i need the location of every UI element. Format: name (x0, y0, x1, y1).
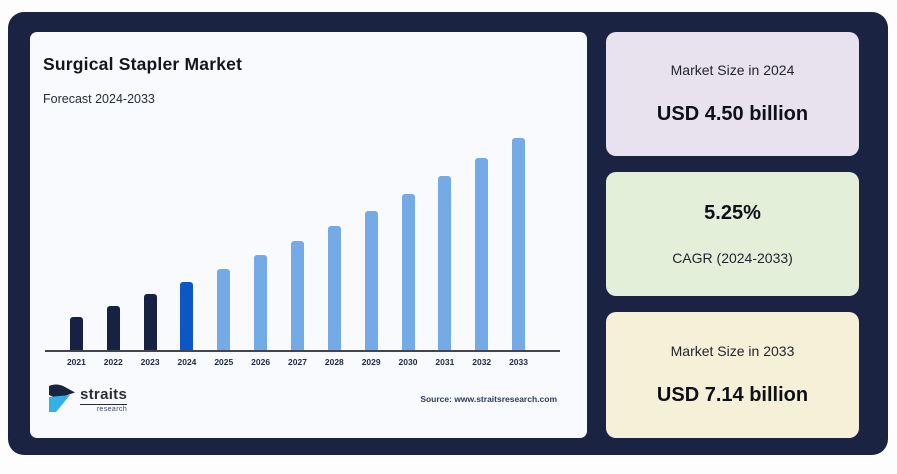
logo-sub-text: research (96, 405, 128, 413)
bar-rect-2022 (106, 306, 120, 350)
x-tick-label-2022: 2022 (103, 357, 123, 367)
x-tick-label-2028: 2028 (324, 357, 344, 367)
bar-rect-2028 (327, 226, 341, 350)
bar-rect-2032 (475, 158, 489, 350)
bar-2025 (205, 269, 242, 350)
x-tick-label-2033: 2033 (509, 357, 528, 367)
bar-2029 (353, 211, 390, 350)
bar-rect-2033 (512, 138, 526, 350)
infographic-frame: Surgical Stapler Market Forecast 2024-20… (8, 12, 888, 455)
bar-2026 (242, 255, 279, 350)
stat-label-2024: Market Size in 2024 (670, 62, 795, 78)
source-text: Source: www.straitsresearch.com (420, 394, 557, 404)
chart-x-axis-labels: 2021 2022 2023 2024 2025 2026 2027 2028 2029 2030… (45, 357, 560, 367)
x-tick-label-2021: 2021 (66, 357, 86, 367)
straits-research-bird-icon (47, 383, 77, 415)
bar-2022 (95, 306, 132, 350)
bar-2021 (58, 317, 95, 350)
bar-rect-2025 (217, 269, 231, 350)
stat-value-2033: USD 7.14 billion (656, 384, 809, 406)
stat-label-2033: Market Size in 2033 (670, 343, 795, 359)
bar-2031 (426, 176, 463, 350)
x-tick-label-2030: 2030 (398, 357, 418, 367)
logo-wordmark: straits research (80, 385, 128, 413)
stat-card-cagr: 5.25% CAGR (2024-2033) (606, 172, 859, 296)
x-tick-label-2029: 2029 (361, 357, 381, 367)
chart-plot-area (45, 135, 560, 350)
bar-chart (45, 135, 560, 352)
bar-2032 (463, 158, 500, 350)
bar-2024 (169, 282, 206, 350)
stat-card-market-size-2033: Market Size in 2033 USD 7.14 billion (606, 312, 859, 438)
bar-rect-2027 (290, 241, 304, 350)
stat-value-2024: USD 4.50 billion (656, 103, 809, 125)
bar-rect-2031 (438, 176, 452, 350)
x-tick-label-2023: 2023 (140, 357, 160, 367)
chart-card: Surgical Stapler Market Forecast 2024-20… (30, 32, 587, 438)
bar-2028 (316, 226, 353, 350)
stat-label-cagr: CAGR (2024-2033) (672, 250, 793, 266)
x-tick-label-2024: 2024 (177, 357, 197, 367)
stat-value-cagr: 5.25% (704, 202, 761, 224)
bar-2023 (132, 294, 169, 350)
bar-rect-2026 (254, 255, 268, 350)
bar-2027 (279, 241, 316, 350)
bar-2033 (500, 138, 537, 350)
bar-2030 (390, 194, 427, 350)
chart-subtitle: Forecast 2024-2033 (43, 92, 155, 106)
bar-rect-2030 (401, 194, 415, 350)
straits-research-logo: straits research (47, 383, 128, 415)
x-tick-label-2026: 2026 (251, 357, 271, 367)
x-tick-label-2027: 2027 (288, 357, 307, 367)
bar-rect-2023 (143, 294, 157, 350)
x-tick-label-2025: 2025 (214, 357, 234, 367)
bar-rect-2024 (180, 282, 194, 350)
stat-cards-column: Market Size in 2024 USD 4.50 billion 5.2… (606, 32, 859, 438)
stat-card-market-size-2024: Market Size in 2024 USD 4.50 billion (606, 32, 859, 156)
x-tick-label-2032: 2032 (472, 357, 492, 367)
chart-footer: straits research Source: www.straitsrese… (47, 383, 557, 415)
x-tick-label-2031: 2031 (435, 357, 455, 367)
chart-title: Surgical Stapler Market (43, 54, 243, 74)
bar-rect-2021 (69, 317, 83, 350)
bar-rect-2029 (364, 211, 378, 350)
logo-brand-text: straits (80, 385, 128, 405)
